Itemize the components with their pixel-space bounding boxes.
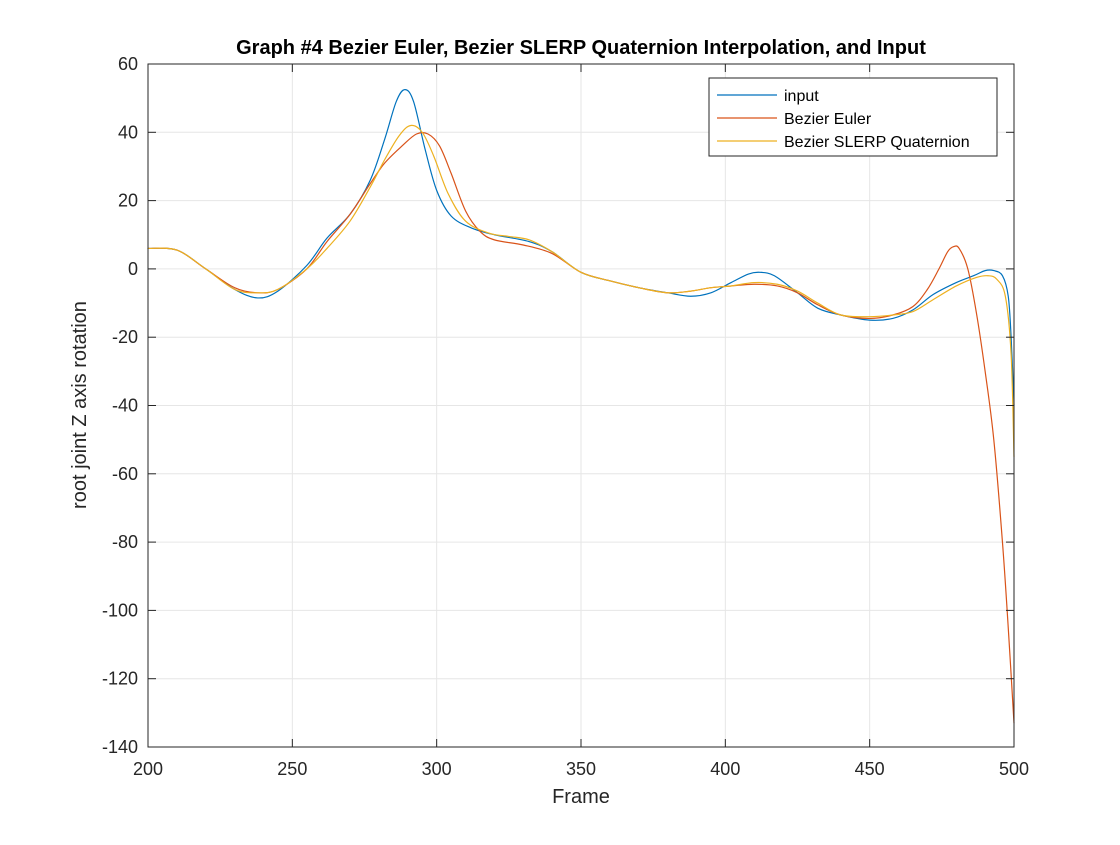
legend: input Bezier Euler Bezier SLERP Quaternion bbox=[708, 77, 998, 157]
y-tick-label: -120 bbox=[102, 669, 138, 689]
x-tick-label: 500 bbox=[999, 759, 1029, 779]
y-tick-label: -20 bbox=[112, 327, 138, 347]
legend-label-1: input bbox=[784, 88, 819, 105]
y-tick-label: 40 bbox=[118, 122, 138, 142]
legend-entries: input Bezier Euler Bezier SLERP Quaternion bbox=[717, 88, 970, 151]
y-tick-label: -60 bbox=[112, 464, 138, 484]
y-tick-label: -40 bbox=[112, 396, 138, 416]
x-tick-label: 450 bbox=[855, 759, 885, 779]
chart-title: Graph #4 Bezier Euler, Bezier SLERP Quat… bbox=[236, 37, 926, 59]
x-ticks: 200 250 300 350 400 450 500 bbox=[133, 64, 1029, 779]
y-tick-label: -140 bbox=[102, 737, 138, 757]
y-tick-label: -100 bbox=[102, 600, 138, 620]
grid bbox=[148, 64, 1014, 747]
x-tick-label: 400 bbox=[710, 759, 740, 779]
y-ticks: 60 40 20 0 -20 -40 -60 -80 -100 -120 -140 bbox=[102, 54, 1014, 757]
legend-label-3: Bezier SLERP Quaternion bbox=[784, 134, 970, 151]
legend-label-2: Bezier Euler bbox=[784, 111, 872, 128]
x-tick-label: 200 bbox=[133, 759, 163, 779]
x-tick-label: 250 bbox=[277, 759, 307, 779]
legend-box bbox=[708, 77, 998, 157]
x-tick-label: 300 bbox=[422, 759, 452, 779]
y-axis-label: root joint Z axis rotation bbox=[69, 301, 91, 509]
y-tick-label: 20 bbox=[118, 191, 138, 211]
y-tick-label: 0 bbox=[128, 259, 138, 279]
series-line-3 bbox=[147, 124, 1015, 458]
x-tick-label: 350 bbox=[566, 759, 596, 779]
y-tick-label: 60 bbox=[118, 54, 138, 74]
series-lines bbox=[147, 89, 1015, 724]
y-tick-label: -80 bbox=[112, 532, 138, 552]
x-axis-label: Frame bbox=[552, 786, 610, 808]
